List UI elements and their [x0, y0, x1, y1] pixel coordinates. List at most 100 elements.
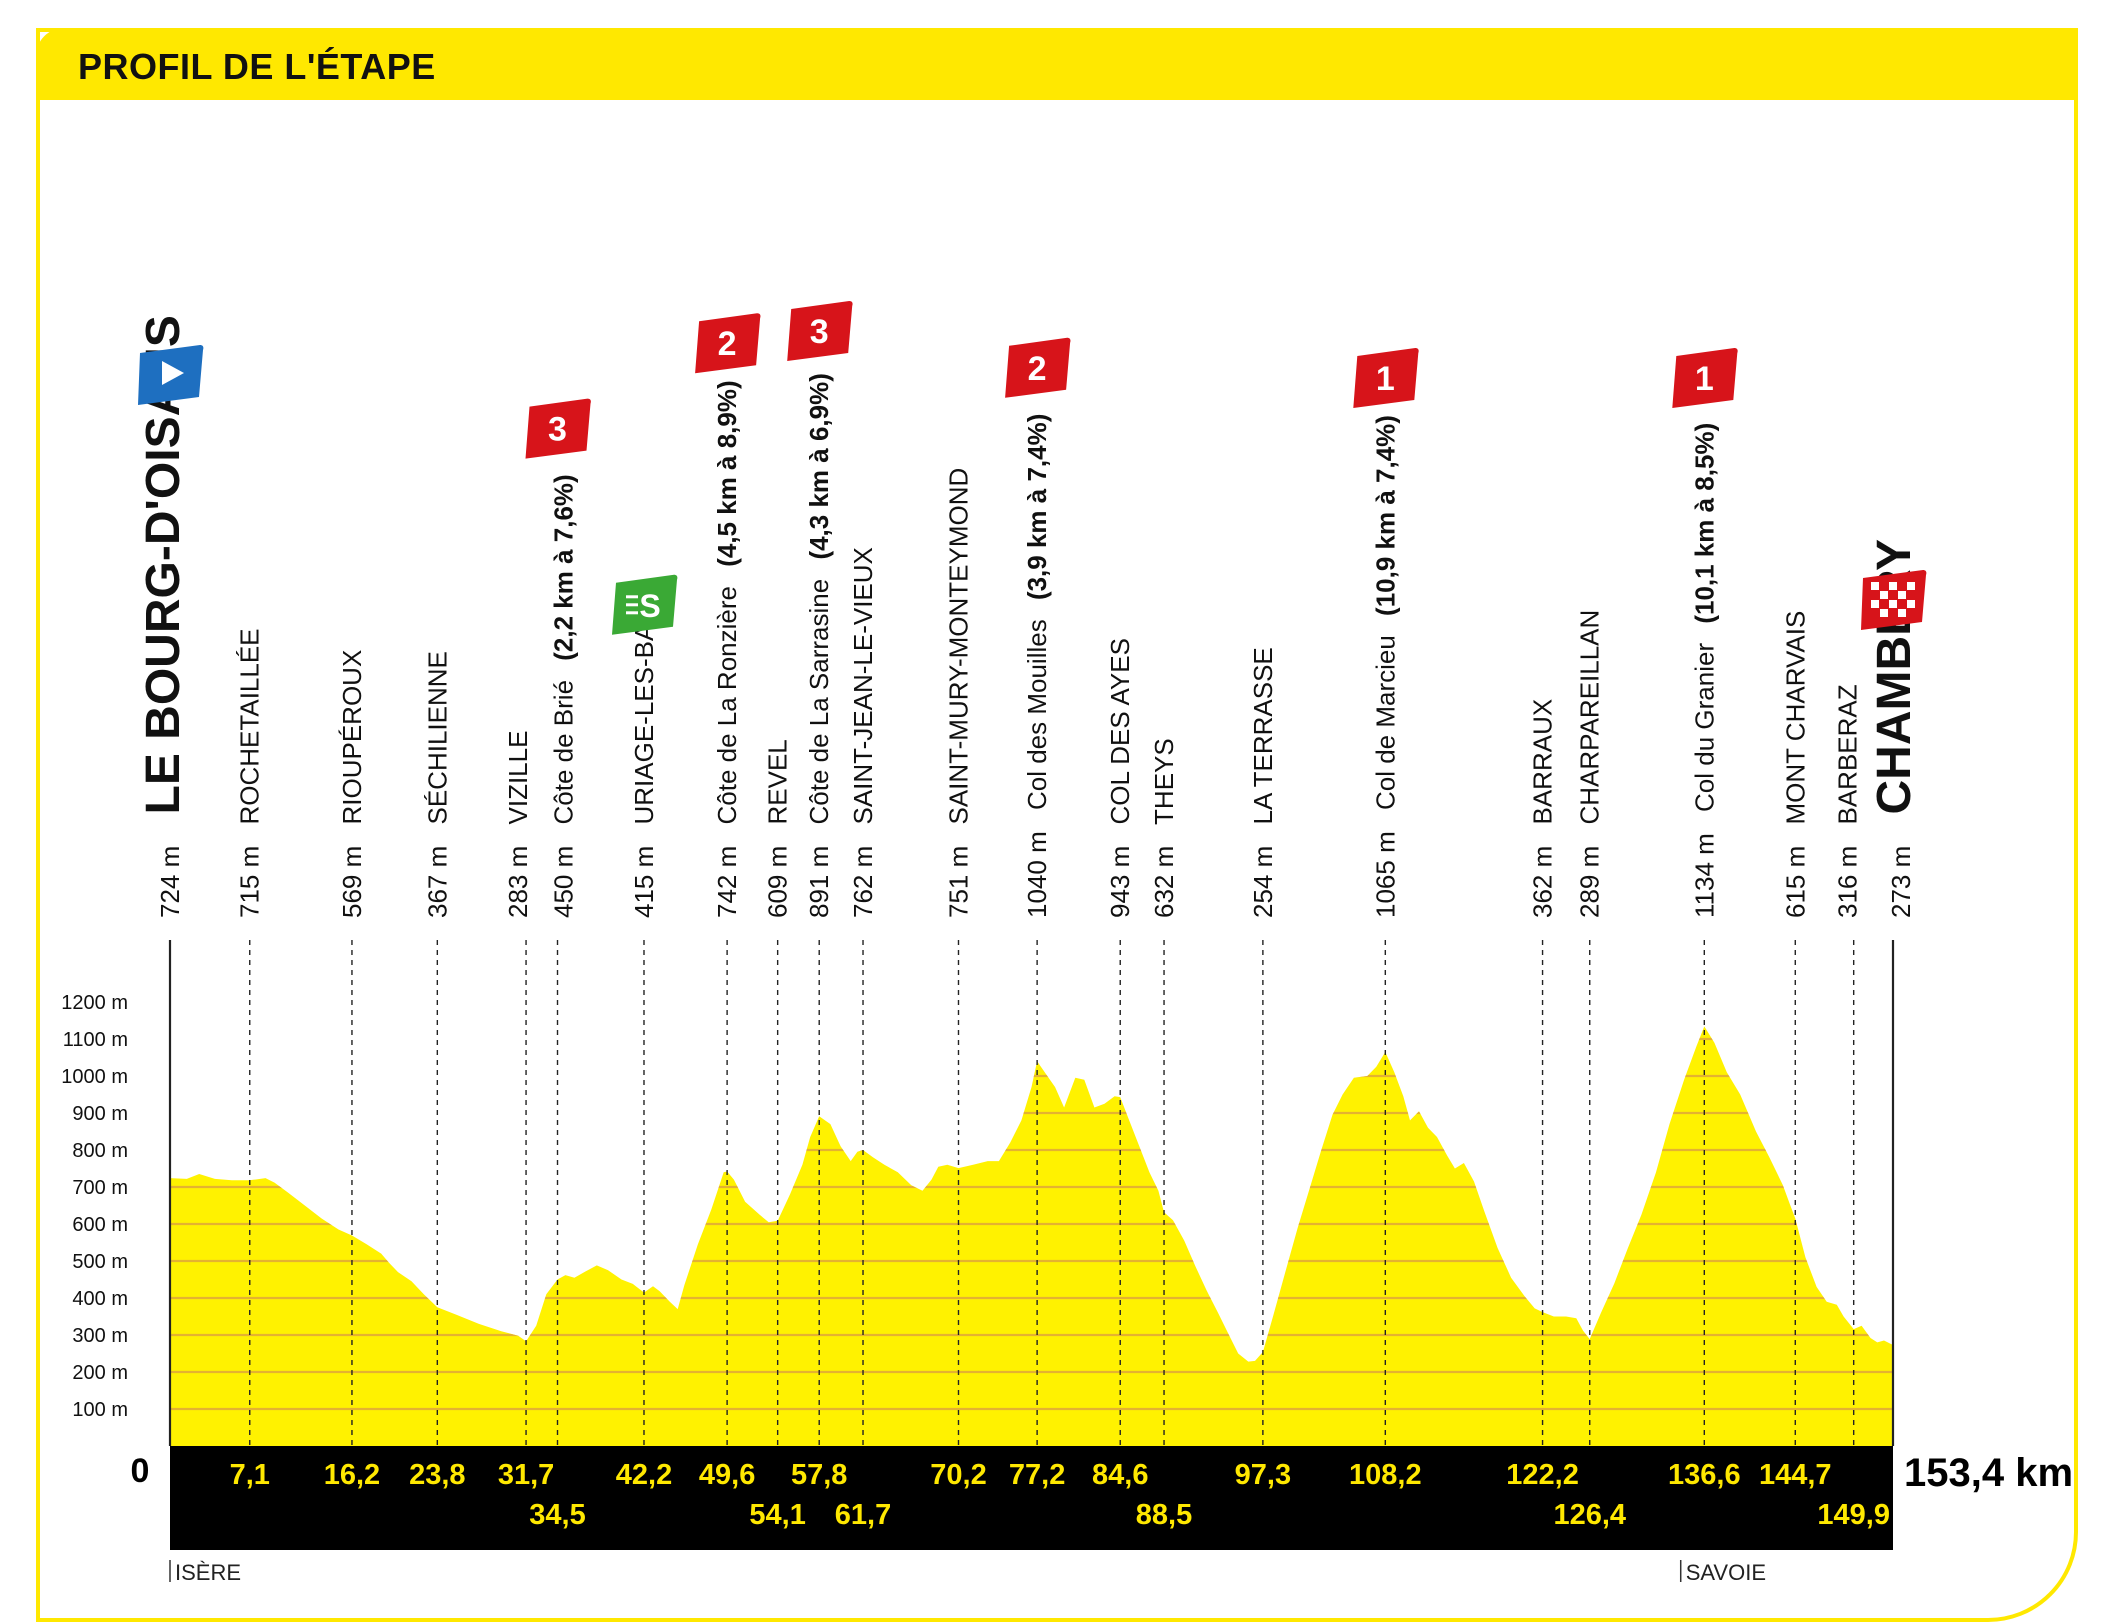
waypoint-spacer — [422, 825, 452, 832]
waypoint-label: 715 m ROCHETAILLÉE — [235, 628, 265, 918]
waypoint-label: 254 m LA TERRASSE — [1248, 647, 1278, 918]
checkered-square — [1880, 609, 1888, 617]
waypoint-text: 450 m Côte de Brié (2,2 km à 7,6%) — [549, 474, 579, 918]
climb-info: (3,9 km à 7,4%) — [1022, 414, 1052, 608]
waypoint-name: Col du Granier — [1689, 643, 1719, 812]
waypoint-text: 362 m BARRAUX — [1528, 699, 1558, 918]
waypoint-spacer — [1370, 810, 1400, 817]
waypoint-spacer — [1575, 825, 1605, 832]
waypoint-label: 1134 m Col du Granier (10,1 km à 8,5%) — [1689, 423, 1719, 918]
y-tick-label: 800 m — [72, 1140, 128, 1162]
elevation-profile-area — [170, 1026, 1893, 1446]
waypoint-text: 367 m SÉCHILIENNE — [422, 651, 452, 918]
waypoint-spacer — [848, 825, 878, 832]
flag-shape — [612, 574, 678, 635]
waypoint-name: LA TERRASSE — [1248, 647, 1278, 824]
waypoint-label: 742 m Côte de La Ronzière (4,5 km à 8,9%… — [712, 380, 742, 918]
km-label: 97,3 — [1235, 1459, 1291, 1491]
climb-category-label: 2 — [1028, 350, 1047, 388]
waypoint-spacer — [1022, 810, 1052, 817]
region-label: ISÈRE — [175, 1560, 241, 1585]
climb-category-flag: 1 — [1672, 348, 1738, 408]
waypoint-label: 891 m Côte de La Sarrasine (4,3 km à 6,9… — [804, 373, 834, 918]
waypoint-spacer — [549, 825, 579, 832]
waypoint-text: 615 m MONT CHARVAIS — [1780, 611, 1810, 918]
km-label: 122,2 — [1506, 1459, 1579, 1491]
waypoint-text: 289 m CHARPAREILLAN — [1575, 610, 1605, 918]
waypoint-text: 724 m LE BOURG-D'OISANS — [137, 315, 190, 918]
checkered-square — [1898, 591, 1906, 599]
km-label: 136,6 — [1668, 1459, 1741, 1491]
waypoint-label: 609 m REVEL — [763, 739, 793, 918]
km-label: 54,1 — [749, 1499, 805, 1531]
waypoint-altitude: 316 m — [1833, 846, 1863, 918]
finish-flag — [1861, 570, 1927, 630]
waypoint-altitude: 615 m — [1780, 846, 1810, 918]
flag-shape — [695, 313, 761, 374]
climb-category-flag: 3 — [787, 301, 853, 361]
waypoint-name: COL DES AYES — [1105, 638, 1135, 824]
km-label: 16,2 — [324, 1459, 380, 1491]
km-label: 34,5 — [529, 1499, 585, 1531]
region-label: SAVOIE — [1686, 1560, 1766, 1585]
waypoint-name: SÉCHILIENNE — [422, 651, 452, 824]
start-arrow-icon — [162, 361, 184, 385]
waypoint-name: CHARPAREILLAN — [1575, 610, 1605, 825]
km-label: 57,8 — [791, 1459, 847, 1491]
y-tick-label: 400 m — [72, 1288, 128, 1310]
waypoint-altitude: 450 m — [549, 846, 579, 918]
waypoint-spacer — [1886, 825, 1916, 832]
waypoint-text: 283 m VIZILLE — [503, 731, 533, 918]
km-label: 126,4 — [1553, 1499, 1626, 1531]
start-flag — [138, 345, 204, 405]
km-label: 149,9 — [1817, 1499, 1890, 1531]
waypoint-name: SAINT-JEAN-LE-VIEUX — [848, 547, 878, 824]
waypoint-text: 1065 m Col de Marcieu (10,9 km à 7,4%) — [1370, 415, 1400, 918]
waypoint-text: 609 m REVEL — [763, 739, 793, 918]
y-tick-label: 1100 m — [63, 1029, 128, 1051]
checkered-square — [1907, 582, 1915, 590]
waypoint-text: 1134 m Col du Granier (10,1 km à 8,5%) — [1689, 423, 1719, 918]
km-label: 144,7 — [1759, 1459, 1832, 1491]
waypoint-spacer — [629, 825, 659, 832]
km-label: 84,6 — [1092, 1459, 1148, 1491]
y-tick-label: 300 m — [72, 1325, 128, 1347]
waypoint-altitude: 289 m — [1575, 846, 1605, 918]
climb-info: (4,5 km à 8,9%) — [712, 380, 742, 574]
y-tick-label: 1200 m — [61, 992, 128, 1014]
y-tick-label: 500 m — [72, 1251, 128, 1273]
waypoint-text: 891 m Côte de La Sarrasine (4,3 km à 6,9… — [804, 373, 834, 918]
km-label: 23,8 — [409, 1459, 465, 1491]
flag-shape — [1672, 348, 1738, 408]
waypoint-label: 289 m CHARPAREILLAN — [1575, 610, 1605, 918]
waypoint-name: BARRAUX — [1528, 699, 1558, 825]
y-tick-label: 100 m — [72, 1399, 128, 1421]
flag-shape — [525, 398, 591, 459]
waypoint-label: 632 m THEYS — [1149, 738, 1179, 918]
waypoint-name: MONT CHARVAIS — [1780, 611, 1810, 825]
waypoint-text: 751 m SAINT-MURY-MONTEYMOND — [944, 468, 974, 918]
waypoint-altitude: 751 m — [944, 846, 974, 918]
climb-info: (2,2 km à 7,6%) — [549, 474, 579, 668]
climb-info: (4,3 km à 6,9%) — [804, 373, 834, 567]
waypoint-label: 450 m Côte de Brié (2,2 km à 7,6%) — [549, 474, 579, 918]
climb-category-label: 3 — [548, 411, 567, 449]
waypoint-altitude: 283 m — [503, 846, 533, 918]
km-label: 70,2 — [930, 1459, 986, 1491]
waypoint-altitude: 415 m — [629, 846, 659, 918]
checkered-square — [1880, 591, 1888, 599]
waypoint-spacer — [712, 825, 742, 832]
y-tick-label: 600 m — [72, 1214, 128, 1236]
waypoint-spacer — [944, 825, 974, 832]
climb-info: (10,1 km à 8,5%) — [1689, 423, 1719, 631]
climb-category-flag: 2 — [695, 313, 761, 374]
waypoint-altitude: 362 m — [1528, 846, 1558, 918]
waypoint-name: ROCHETAILLÉE — [235, 628, 265, 824]
waypoint-label: 316 m BARBERAZ — [1833, 684, 1863, 918]
waypoint-spacer — [1833, 825, 1863, 832]
waypoint-text: 632 m THEYS — [1149, 738, 1179, 918]
waypoint-spacer — [1248, 825, 1278, 832]
waypoint-label: 724 m LE BOURG-D'OISANS — [137, 315, 190, 918]
waypoint-spacer — [1780, 825, 1810, 832]
waypoint-guides — [168, 940, 1895, 1446]
